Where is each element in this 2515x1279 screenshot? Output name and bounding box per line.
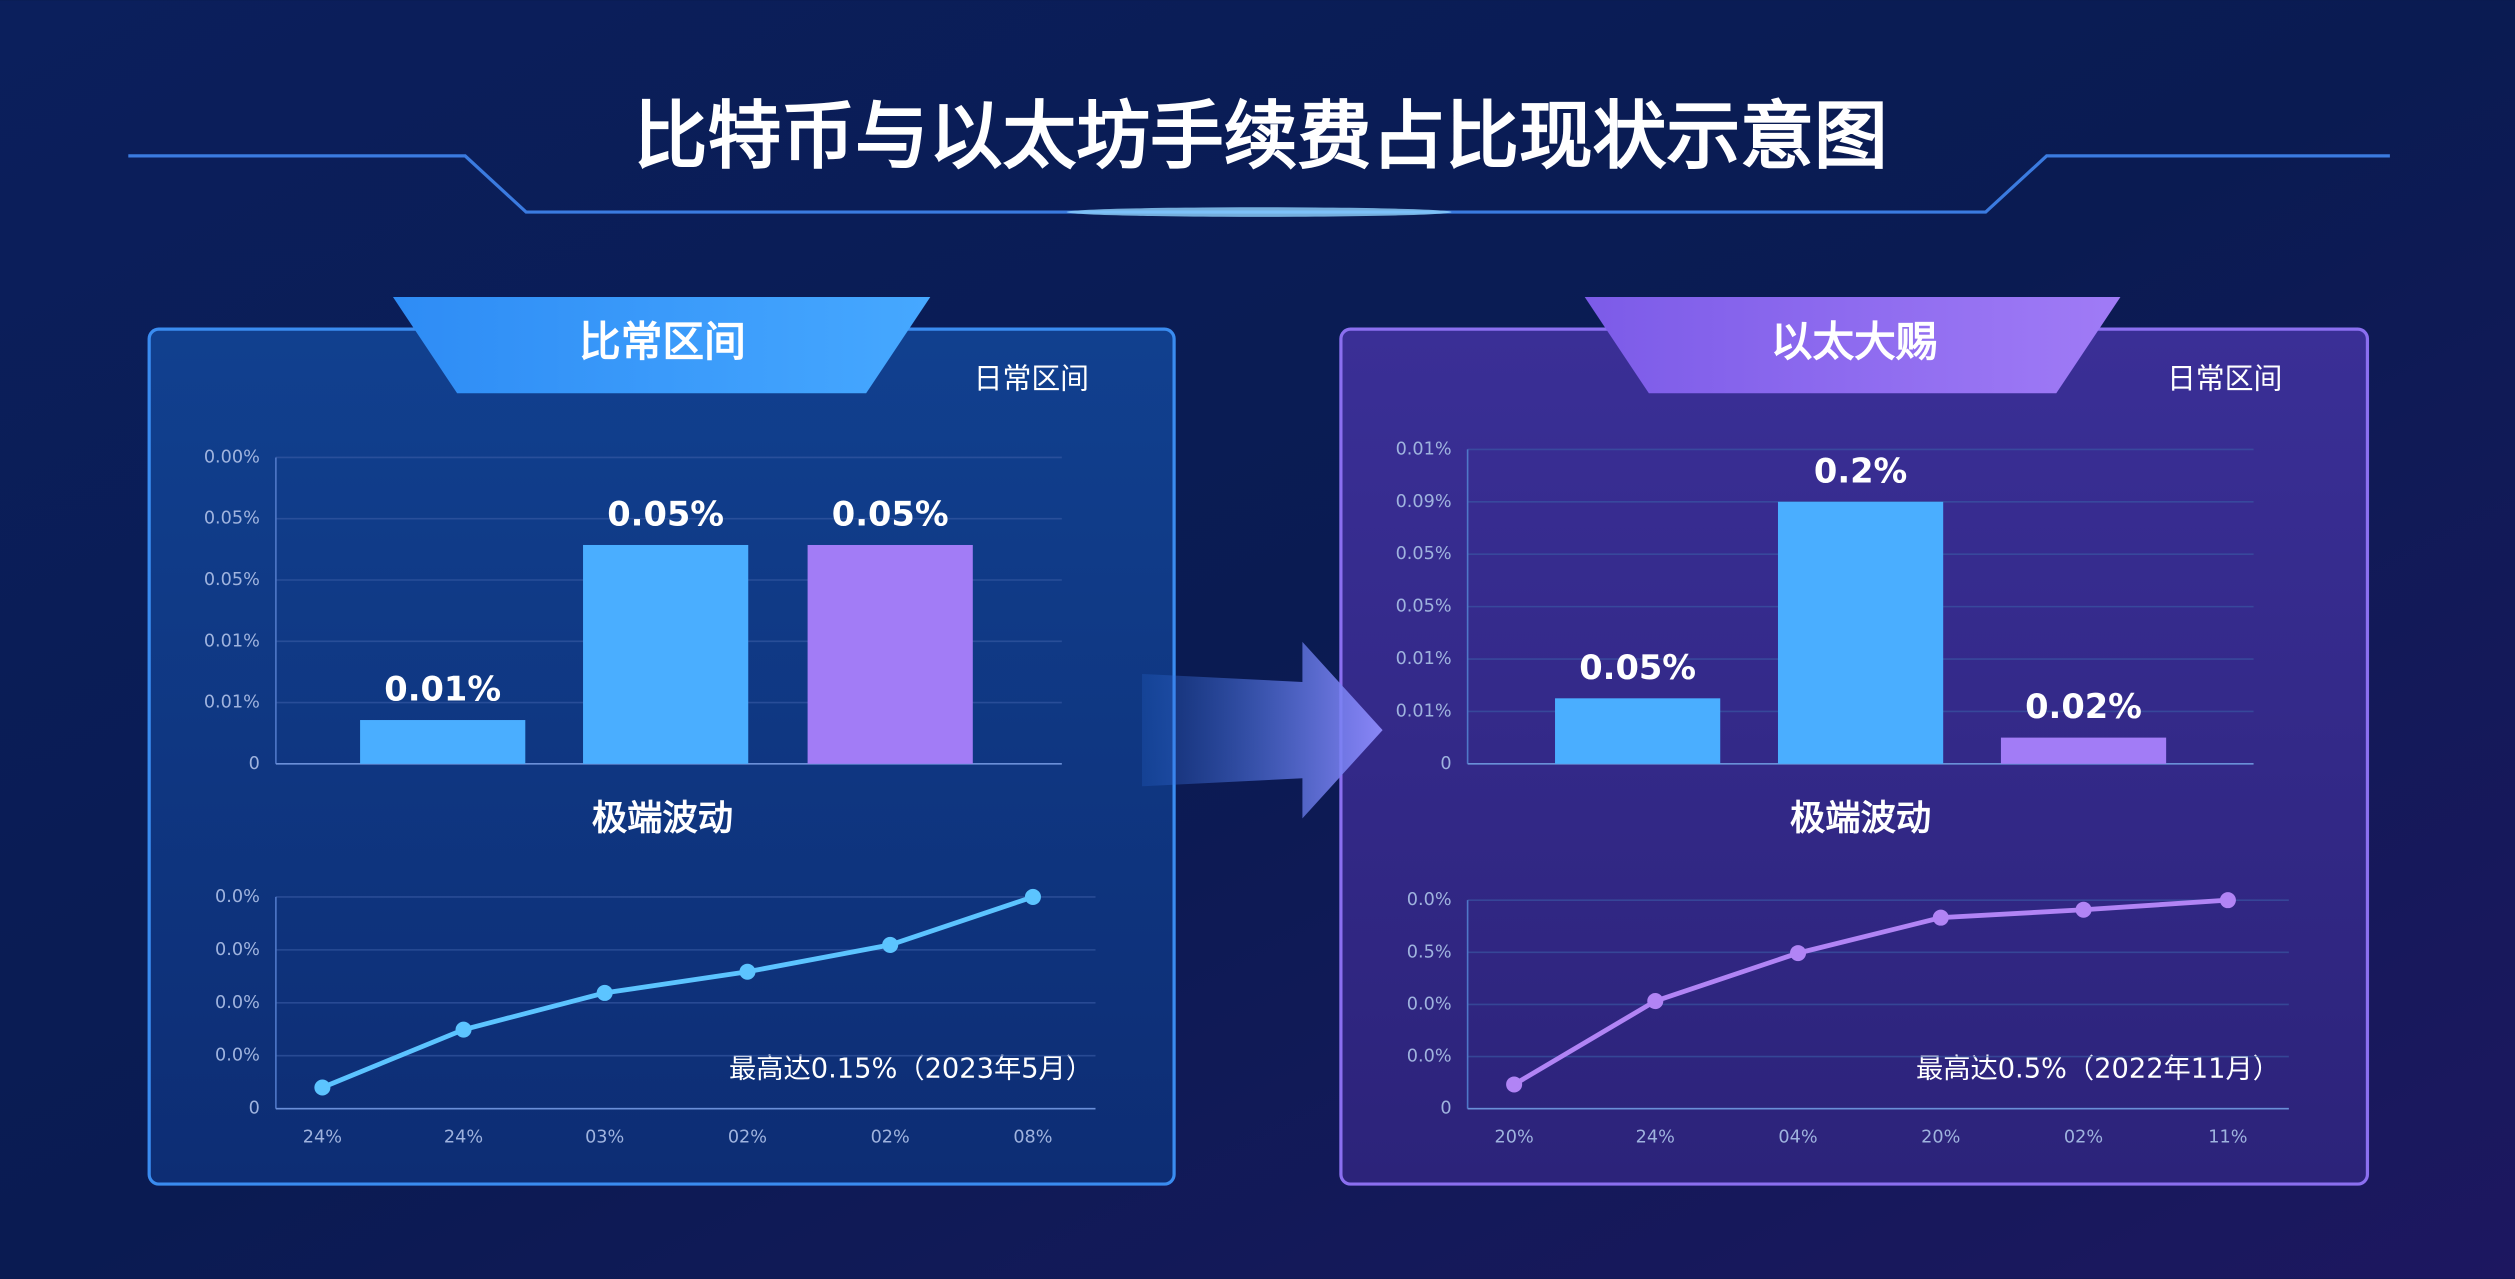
point bbox=[739, 963, 756, 980]
y-tick-label: 0 bbox=[1440, 754, 1451, 774]
x-tick-label: 24% bbox=[1636, 1128, 1675, 1148]
y-tick-label: 0.00% bbox=[204, 447, 260, 467]
bar bbox=[2000, 737, 2167, 764]
y-tick-label: 0.09% bbox=[1396, 492, 1452, 512]
x-tick-label: 02% bbox=[728, 1128, 767, 1148]
bar bbox=[583, 544, 749, 764]
line-title: 极端波动 bbox=[592, 798, 733, 839]
y-tick-label: 0 bbox=[1440, 1099, 1451, 1119]
point bbox=[455, 1021, 472, 1038]
line-title: 极端波动 bbox=[1790, 798, 1931, 839]
title-glow bbox=[1066, 207, 1452, 217]
y-tick-label: 0.01% bbox=[1396, 439, 1452, 459]
y-tick-label: 0.0% bbox=[215, 887, 260, 907]
arrow bbox=[1142, 641, 1383, 819]
point bbox=[1506, 1076, 1523, 1093]
panel-heading: 以太大赐 bbox=[1771, 317, 1938, 366]
line bbox=[1512, 897, 2229, 1087]
y-tick-label: 0.0% bbox=[1407, 1047, 1452, 1067]
left-heading-tab bbox=[392, 297, 931, 394]
x-tick-label: 02% bbox=[871, 1128, 910, 1148]
value-label: 0.05% bbox=[607, 495, 724, 534]
value-label: 0.05% bbox=[832, 495, 949, 534]
y-tick-label: 0.0% bbox=[215, 1046, 260, 1066]
y-tick-label: 0 bbox=[249, 754, 260, 774]
bar bbox=[360, 720, 526, 764]
y-tick-label: 0.05% bbox=[204, 570, 260, 590]
x-tick-label: 24% bbox=[444, 1128, 483, 1148]
y-tick-label: 0.0% bbox=[1407, 890, 1452, 910]
line bbox=[321, 894, 1034, 1090]
bar bbox=[807, 544, 973, 764]
y-tick-label: 0.01% bbox=[1396, 701, 1452, 721]
panel-corner-label: 日常区间 bbox=[974, 361, 1089, 395]
point bbox=[1790, 945, 1807, 962]
y-tick-label: 0.01% bbox=[204, 693, 260, 713]
y-tick-label: 0.5% bbox=[1407, 942, 1452, 962]
x-tick-label: 20% bbox=[1495, 1128, 1534, 1148]
y-tick-label: 0.05% bbox=[1396, 544, 1452, 564]
y-tick-label: 0.05% bbox=[1396, 597, 1452, 617]
value-label: 0.2% bbox=[1814, 451, 1907, 490]
value-label: 0.02% bbox=[2025, 687, 2142, 726]
point bbox=[2219, 892, 2236, 909]
point bbox=[1932, 909, 1949, 926]
point bbox=[314, 1079, 331, 1096]
x-tick-label: 04% bbox=[1778, 1128, 1817, 1148]
x-tick-label: 20% bbox=[1921, 1128, 1960, 1148]
point bbox=[1647, 993, 1664, 1010]
y-tick-label: 0.05% bbox=[204, 509, 260, 529]
point bbox=[1024, 888, 1041, 905]
x-tick-label: 02% bbox=[2064, 1128, 2103, 1148]
x-tick-label: 08% bbox=[1013, 1128, 1052, 1148]
y-tick-label: 0.01% bbox=[204, 631, 260, 651]
bar bbox=[1777, 501, 1944, 764]
x-tick-label: 24% bbox=[303, 1128, 342, 1148]
right-heading-tab bbox=[1584, 297, 2121, 394]
bar bbox=[1555, 698, 1721, 764]
annotation: 最高达0.5%（2022年11月） bbox=[1916, 1054, 2280, 1085]
y-tick-label: 0.01% bbox=[1396, 649, 1452, 669]
value-label: 0.01% bbox=[384, 670, 501, 709]
x-tick-label: 03% bbox=[585, 1128, 624, 1148]
panel-heading: 比常区间 bbox=[579, 317, 746, 366]
panel-corner-label: 日常区间 bbox=[2167, 361, 2282, 395]
y-tick-label: 0.0% bbox=[1407, 994, 1452, 1014]
point bbox=[2075, 901, 2092, 918]
x-tick-label: 11% bbox=[2208, 1128, 2247, 1148]
annotation: 最高达0.15%（2023年5月） bbox=[729, 1054, 1093, 1085]
point bbox=[882, 936, 899, 953]
y-tick-label: 0.0% bbox=[215, 940, 260, 960]
y-tick-label: 0 bbox=[249, 1099, 260, 1119]
value-label: 0.05% bbox=[1579, 648, 1696, 687]
page-title: 比特币与以太坊手续费占比现状示意图 bbox=[634, 94, 1888, 179]
point bbox=[596, 984, 613, 1001]
y-tick-label: 0.0% bbox=[215, 993, 260, 1013]
